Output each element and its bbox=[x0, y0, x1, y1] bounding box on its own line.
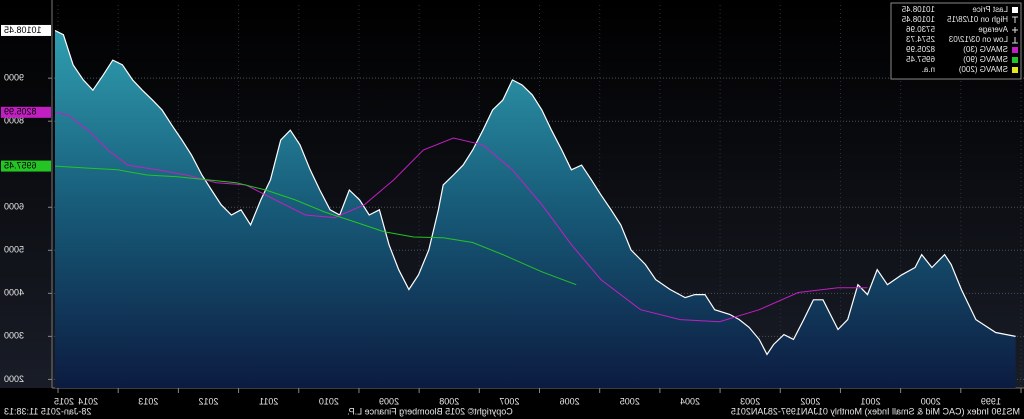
x-tick-label: 2008 bbox=[439, 396, 459, 406]
legend-value: 8205.99 bbox=[906, 45, 935, 54]
x-tick-label: 1999 bbox=[981, 396, 1001, 406]
legend-value: 2574.73 bbox=[906, 35, 935, 44]
y-tick-label: 3000 bbox=[4, 331, 24, 341]
legend: Last Price 10108.45 High on 01/28/15 10108.… bbox=[890, 2, 1022, 80]
legend-value: 10108.45 bbox=[901, 5, 935, 14]
value-callout-label: 10108.45 bbox=[4, 25, 42, 35]
subtitle: MS190 Index (CAC Mid & Small Index) Mont… bbox=[731, 406, 1020, 416]
legend-marker bbox=[1012, 16, 1018, 23]
x-tick-label: 2015 bbox=[54, 396, 74, 406]
legend-value: n.a. bbox=[922, 65, 935, 74]
y-tick-label: 8000 bbox=[4, 116, 24, 126]
x-tick-label: 2013 bbox=[138, 396, 158, 406]
y-tick-label: 5000 bbox=[4, 245, 24, 255]
line bbox=[54, 111, 868, 323]
copyright: Copyright© 2015 Bloomberg Finance L.P. bbox=[347, 406, 513, 416]
line bbox=[54, 165, 577, 286]
x-tick-label: 2001 bbox=[861, 396, 881, 406]
x-tick-label: 2010 bbox=[319, 396, 339, 406]
value-callout-label: 6957.45 bbox=[4, 160, 37, 170]
legend-label: High on 01/28/15 bbox=[947, 15, 1008, 24]
x-tick-label: 2005 bbox=[620, 396, 640, 406]
x-tick-label: 2003 bbox=[740, 396, 760, 406]
value-callout bbox=[1, 24, 51, 36]
legend-label: Average bbox=[978, 25, 1008, 34]
legend-label: SMAVG (30) bbox=[963, 45, 1008, 54]
legend-value: 6957.45 bbox=[906, 55, 935, 64]
legend-marker bbox=[1012, 37, 1018, 44]
footer-band bbox=[0, 388, 1024, 419]
x-tick-label: 2000 bbox=[921, 396, 941, 406]
line bbox=[54, 29, 1016, 356]
legend-marker bbox=[1012, 27, 1018, 33]
legend-label: Last Price bbox=[972, 5, 1008, 14]
legend-swatch bbox=[1012, 7, 1018, 13]
x-tick-label: 2007 bbox=[499, 396, 519, 406]
legend-value: 10108.45 bbox=[901, 15, 935, 24]
x-tick-label: 2002 bbox=[800, 396, 820, 406]
value-callout bbox=[1, 106, 51, 118]
y-tick-label: 6000 bbox=[4, 202, 24, 212]
plot-area bbox=[54, 29, 1016, 388]
x-tick-label: 2014 bbox=[78, 396, 98, 406]
legend-box bbox=[890, 2, 1022, 80]
value-callout bbox=[1, 160, 51, 172]
legend-label: SMAVG (200) bbox=[958, 65, 1008, 74]
y-tick-label: 4000 bbox=[4, 288, 24, 298]
legend-label: Low on 03/12/03 bbox=[948, 35, 1008, 44]
legend-label: SMAVG (90) bbox=[963, 55, 1008, 64]
value-callout-label: 8205.99 bbox=[4, 107, 37, 117]
legend-swatch bbox=[1012, 57, 1018, 63]
x-tick-label: 2012 bbox=[198, 396, 218, 406]
x-tick-label: 2006 bbox=[560, 396, 580, 406]
timestamp: 28-Jan-2015 11:38:13 bbox=[4, 406, 91, 416]
x-tick-label: 2011 bbox=[259, 396, 278, 406]
area bbox=[55, 30, 1016, 388]
y-tick-label: 9000 bbox=[4, 73, 24, 83]
x-tick-label: 2009 bbox=[379, 396, 399, 406]
x-tick-label: 2004 bbox=[680, 396, 700, 406]
legend-value: 5730.96 bbox=[906, 25, 935, 34]
y-tick-label: 2000 bbox=[4, 374, 24, 384]
legend-swatch bbox=[1012, 67, 1018, 73]
legend-swatch bbox=[1012, 47, 1018, 53]
axes: 2000 3000 4000 5000 6000 8000 9000 1999 2000 2001… bbox=[1, 24, 1022, 406]
